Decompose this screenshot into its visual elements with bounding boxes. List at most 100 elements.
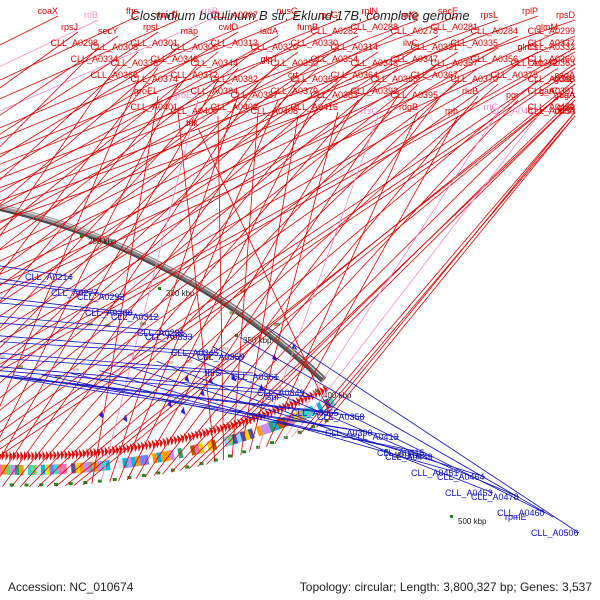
forward-leader-line — [197, 127, 334, 421]
forward-leader-line — [299, 111, 576, 435]
cog-segment — [231, 433, 239, 445]
forward-leader-line — [0, 63, 359, 384]
reverse-leader-line — [0, 297, 134, 314]
forward-gene-label: glmS — [517, 42, 538, 52]
tick-layer: 250 kbp 300 kbp 350 kbp 400 kbp 450 kbp 500 k… — [80, 235, 487, 526]
forward-leader-line — [0, 35, 279, 193]
reverse-leader-line — [0, 322, 194, 338]
reverse-gene-label: CLL_A0464 — [437, 472, 485, 482]
cds-forward-arrow — [100, 446, 105, 457]
inner-feature — [54, 374, 61, 378]
forward-leader-line — [171, 99, 519, 473]
cds-forward-arrow — [250, 413, 256, 424]
cds-forward-arrow — [9, 450, 13, 461]
reverse-gene-label: CLL_A0345 — [171, 348, 219, 358]
forward-gene-label: CLL_A0375 — [490, 70, 538, 80]
reverse-leader-line — [0, 375, 374, 434]
reverse-leader-line — [212, 346, 546, 514]
cds-forward-arrow — [180, 433, 185, 444]
cds-forward-arrow — [158, 438, 163, 448]
cds-forward-arrow — [194, 430, 199, 440]
tick-label: 400 kbp — [323, 391, 352, 400]
cog-segment — [202, 441, 209, 453]
reverse-gene-label: rpmE — [505, 512, 527, 522]
cog-segment — [62, 463, 68, 474]
forward-gene-label: CLL_A0367 — [410, 70, 458, 80]
outer-feature-dot — [156, 471, 161, 475]
cds-forward-arrow — [151, 439, 156, 450]
forward-leader-line — [0, 35, 439, 251]
cog-segment — [164, 450, 171, 462]
cog-segment — [40, 464, 46, 475]
tick-mark — [80, 235, 83, 238]
reverse-gene-label: CLL_A0359 — [197, 352, 245, 362]
reverse-gene-label: CLL_A0478 — [471, 492, 519, 502]
forward-leader-line — [0, 31, 479, 262]
forward-leader-line — [307, 115, 576, 432]
forward-gene-label: CLL_A0337 — [527, 38, 575, 48]
forward-leader-line — [0, 51, 139, 181]
forward-gene-label: CLL_A0360 — [527, 54, 575, 64]
forward-leader-line — [0, 47, 339, 286]
outer-feature-dot — [311, 425, 316, 429]
cds-forward-arrow — [191, 431, 196, 441]
forward-gene-label: CLL_A0368 — [527, 74, 575, 84]
tick-label: 500 kbp — [458, 517, 487, 526]
reverse-gene-label: CLL_A0292 — [77, 292, 125, 302]
forward-gene-label: secE — [438, 6, 458, 16]
cog-segment — [49, 464, 55, 475]
inner-feature — [205, 355, 212, 359]
forward-gene-label: iadA — [260, 26, 278, 36]
reverse-gene-label: CLL_A0415 — [377, 448, 425, 458]
cds-forward-arrow — [16, 451, 20, 461]
forward-gene-label: rpsG — [318, 10, 338, 20]
outer-feature-dot — [127, 476, 132, 480]
forward-leader-line — [0, 47, 179, 205]
forward-gene-label: CLL_A0356 — [470, 54, 518, 64]
cds-forward-arrow — [31, 451, 35, 461]
reverse-gene-label: CLL_A0451 — [411, 468, 459, 478]
forward-gene-label: CLL_A0288 — [350, 22, 398, 32]
forward-leader-line — [206, 99, 576, 465]
forward-leader-line — [0, 47, 419, 317]
reverse-leader-line — [0, 302, 160, 318]
cog-segment — [0, 464, 3, 475]
cds-forward-arrow — [119, 444, 123, 455]
inner-feature — [139, 322, 146, 326]
forward-gene-label: rpsL — [480, 10, 498, 20]
inner-feature — [167, 360, 174, 364]
cog-segment — [156, 452, 163, 463]
forward-gene-label: rrsC — [361, 106, 378, 116]
cds-forward-arrow — [89, 448, 94, 458]
cds-reverse-arrow — [199, 388, 205, 397]
cog-segment — [135, 455, 141, 467]
forward-gene-label: CLL_A0344 — [190, 58, 238, 68]
outer-feature-dot — [199, 462, 204, 466]
forward-gene-label: CLL_A0334 — [70, 54, 118, 64]
cds-forward-arrow — [183, 432, 189, 443]
forward-gene-label: CLL_A0332 — [527, 42, 575, 52]
forward-leader-line — [274, 115, 459, 444]
cog-segment — [247, 428, 255, 440]
forward-gene-label: rpsJ — [61, 22, 78, 32]
forward-gene-label: guaA — [554, 90, 575, 100]
forward-gene-label: rrlB — [84, 10, 98, 20]
forward-gene-label: CLL_A0391 — [527, 86, 575, 96]
reverse-leader-line — [127, 366, 486, 478]
cog-segment — [143, 454, 150, 466]
reverse-leader-line — [0, 352, 254, 374]
tick-mark — [385, 449, 388, 452]
reverse-gene-label: CLL_A0277 — [51, 288, 99, 298]
cds-forward-arrow — [24, 451, 28, 461]
cog-segment — [255, 425, 264, 437]
forward-leader-line — [0, 31, 399, 236]
forward-gene-label: CLL_A0357 — [430, 58, 478, 68]
reverse-leader-line — [266, 326, 580, 534]
cds-forward-arrow — [78, 448, 83, 459]
cog-segment — [296, 410, 304, 422]
forward-gene-label: CLL_A0298 — [50, 38, 98, 48]
forward-leader-line — [240, 115, 299, 455]
forward-gene-label: CLL_A0400 — [170, 106, 218, 116]
reverse-leader-line — [184, 354, 520, 498]
